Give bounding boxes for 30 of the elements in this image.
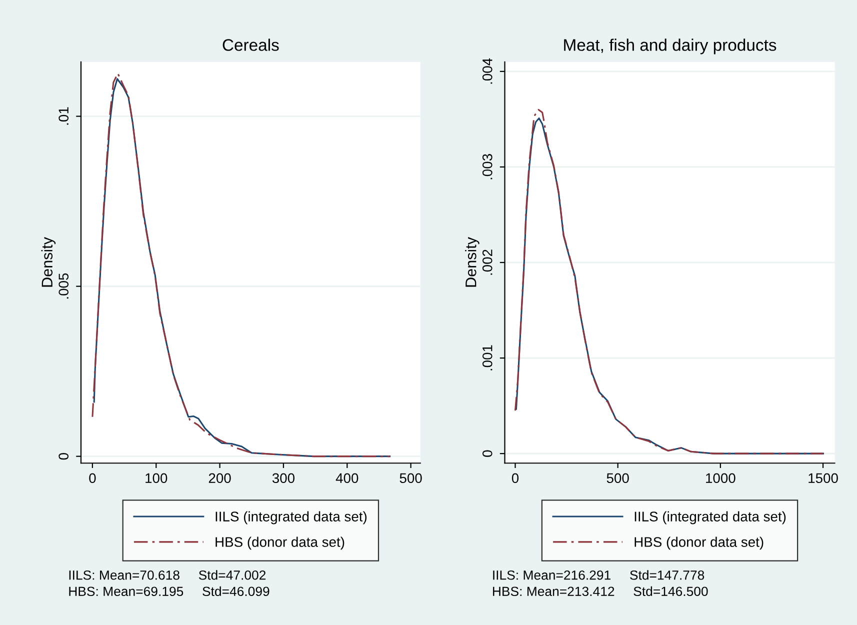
y-tick-label: 0 [482, 450, 492, 457]
x-tick-label: 200 [208, 473, 231, 484]
y-tick-label: .01 [58, 107, 69, 125]
x-tick-label: 100 [146, 473, 168, 484]
text: HBS: Mean=213.412 Std=146.500 [493, 586, 708, 596]
text: IILS: Mean=70.618 Std=47.002 [69, 570, 266, 580]
chart-title: Meat, fish and dairy products [564, 38, 776, 54]
y-axis-title: Density [465, 237, 480, 287]
x-tick-label: 0 [89, 473, 96, 484]
y-tick-label: .004 [482, 58, 492, 84]
legend-label: IILS (integrated data set) [216, 511, 367, 524]
y-tick-label: 0 [58, 453, 69, 460]
x-tick-label: 0 [512, 473, 519, 484]
y-tick-label: .001 [482, 345, 492, 370]
x-tick-label: 1500 [808, 473, 838, 484]
legend-label: HBS (donor data set) [216, 536, 344, 550]
x-tick-label: 500 [606, 473, 629, 484]
x-tick-label: 500 [400, 473, 422, 484]
x-tick-label: 400 [336, 473, 358, 484]
chart-title: Cereals [222, 38, 279, 51]
x-tick-label: 300 [272, 473, 295, 484]
y-axis-title: Density [41, 237, 56, 287]
y-tick-label: .005 [58, 273, 69, 299]
text: IILS: Mean=216.291 Std=147.778 [493, 570, 704, 580]
y-tick-label: .002 [482, 250, 492, 275]
y-tick-label: .003 [482, 154, 492, 180]
text: HBS: Mean=69.195 Std=46.099 [69, 586, 270, 596]
legend-label: HBS (donor data set) [634, 536, 764, 550]
legend-label: IILS (integrated data set) [634, 511, 786, 524]
x-tick-label: 1000 [706, 473, 736, 484]
